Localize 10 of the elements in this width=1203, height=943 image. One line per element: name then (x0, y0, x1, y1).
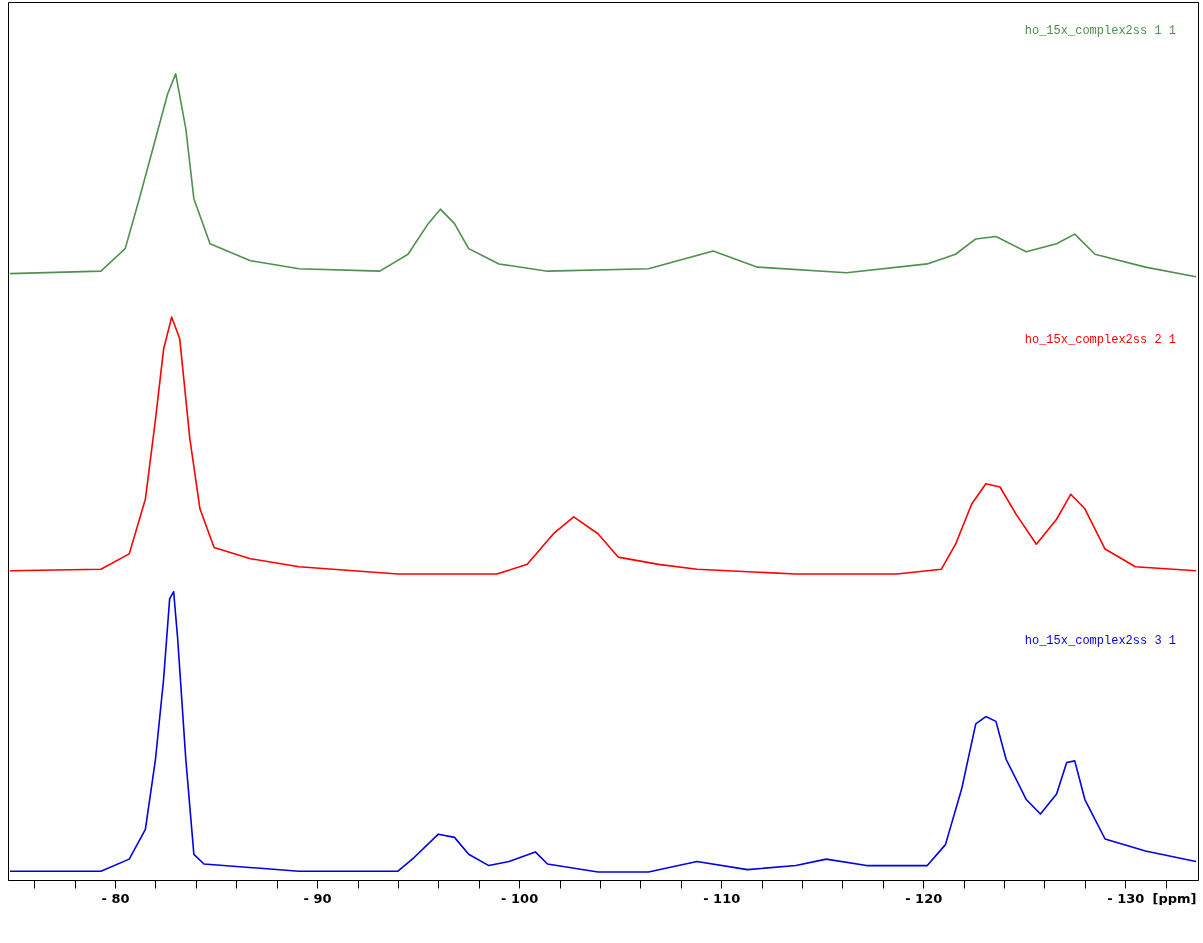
text: ho_15x_complex2ss 1 1 (1024, 23, 1176, 38)
x-tick-label: - 90 (303, 890, 332, 906)
text: ho_15x_complex2ss 3 1 (1024, 633, 1176, 648)
x-tick-label: - 130 (1107, 890, 1145, 906)
x-tick-label: - 100 (501, 890, 539, 906)
x-axis-title: [ppm] (1152, 890, 1197, 906)
text: ho_15x_complex2ss 2 1 (1024, 333, 1176, 348)
x-tick-label: - 110 (703, 890, 741, 906)
x-tick-label: - 120 (905, 890, 943, 906)
x-tick-label: - 80 (101, 890, 130, 906)
